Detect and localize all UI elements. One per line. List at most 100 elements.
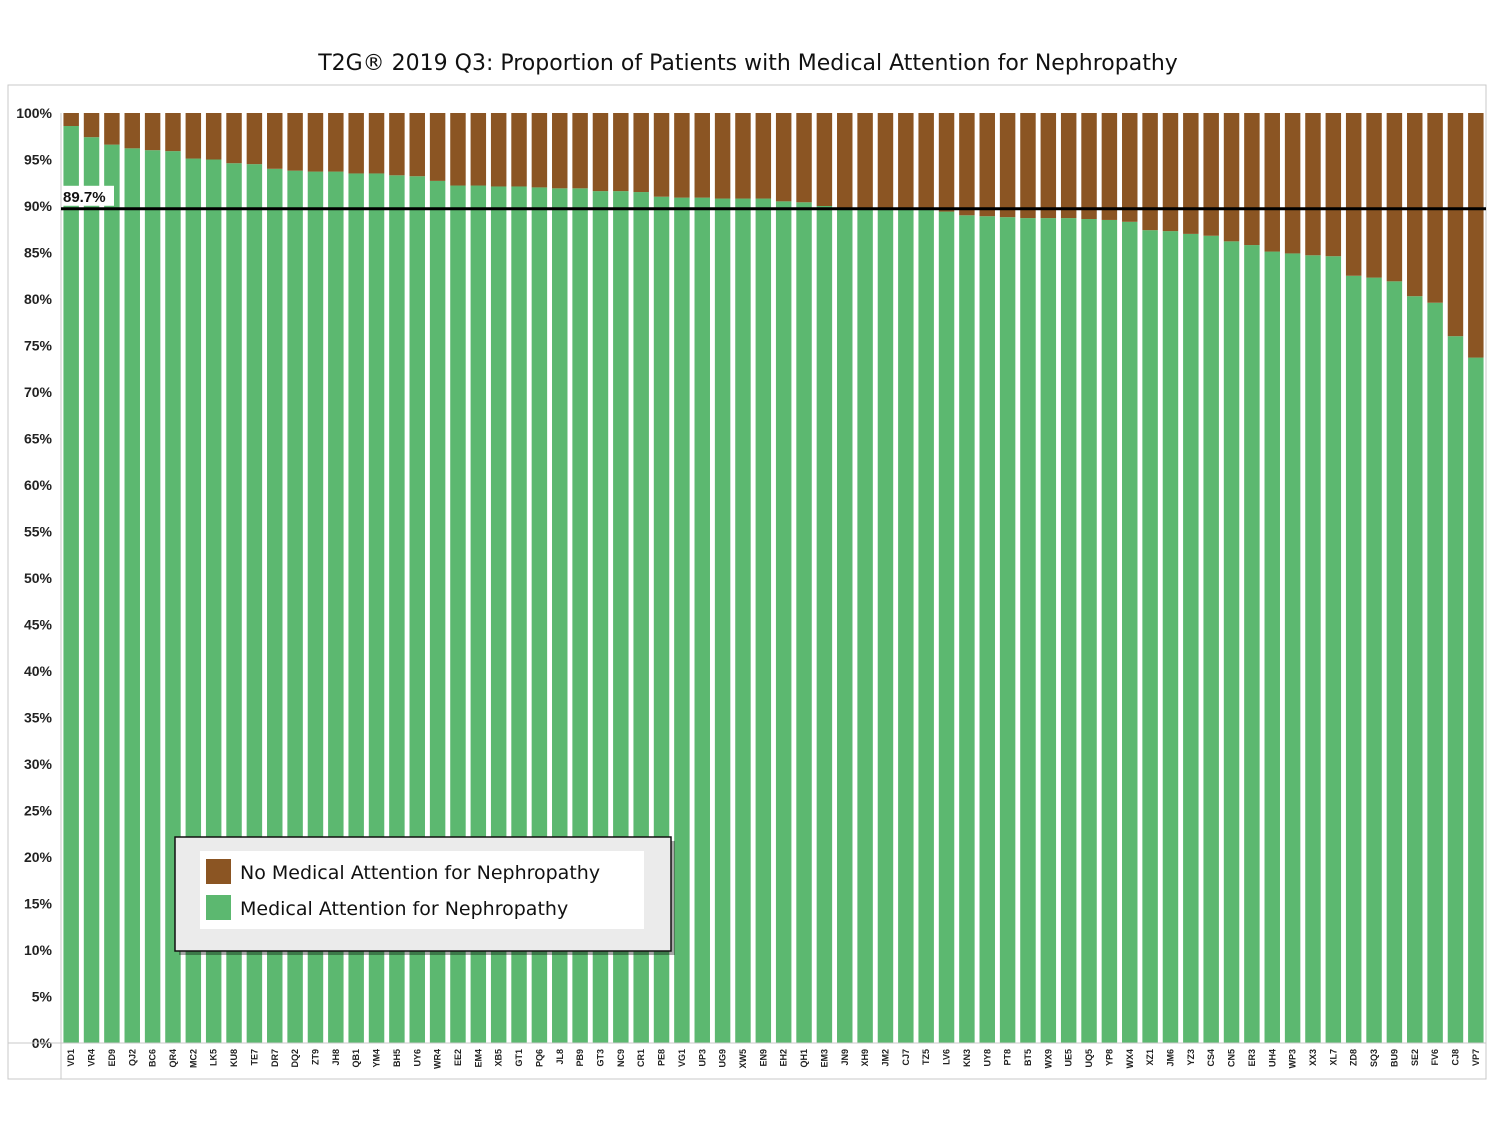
bar-medical-attention [1101,219,1118,1043]
y-tick-label: 30% [24,756,53,772]
bar-medical-attention [429,180,446,1043]
bar-no-medical-attention [429,113,446,181]
x-tick-label: KN3 [962,1049,972,1067]
bar-medical-attention [592,191,609,1043]
bar-no-medical-attention [267,113,283,169]
bar-medical-attention [775,201,792,1044]
bar-medical-attention [307,171,324,1044]
bar-no-medical-attention [1325,113,1342,257]
x-tick-label: DQ2 [290,1049,300,1068]
bar-medical-attention [1325,256,1342,1044]
bar-no-medical-attention [63,113,79,127]
y-tick-label: 15% [24,896,53,912]
bar-no-medical-attention [1386,113,1403,282]
bar-no-medical-attention [796,113,812,203]
x-tick-label: UP3 [697,1049,707,1067]
bar-no-medical-attention [613,113,629,192]
x-tick-label: NC9 [616,1049,626,1067]
x-tick-label: WX9 [1043,1049,1053,1069]
bar-no-medical-attention [1468,113,1484,358]
bar-no-medical-attention [694,113,710,198]
x-tick-label: WR4 [433,1049,443,1069]
bar-medical-attention [246,164,263,1043]
bar-no-medical-attention [1284,113,1301,254]
bar-no-medical-attention [735,113,751,199]
bar-medical-attention [714,198,731,1043]
y-tick-label: 35% [24,710,53,726]
x-tick-label: FV6 [1430,1049,1440,1066]
bar-no-medical-attention [1040,113,1057,219]
x-tick-label: UY6 [412,1049,422,1067]
bar-no-medical-attention [531,113,548,188]
x-tick-label: PB9 [575,1049,585,1067]
x-tick-label: BT5 [1023,1049,1033,1066]
bar-no-medical-attention [307,113,324,172]
bar-medical-attention [1345,275,1362,1043]
bar-medical-attention [348,173,364,1043]
bar-no-medical-attention [1244,113,1260,246]
bar-no-medical-attention [755,113,772,199]
x-tick-label: JN9 [840,1049,850,1066]
bar-no-medical-attention [450,113,466,186]
x-tick-label: QH1 [799,1049,809,1068]
x-tick-label: LK5 [209,1049,219,1066]
bar-no-medical-attention [1020,113,1036,219]
legend-label: Medical Attention for Nephropathy [240,898,568,920]
x-tick-label: ED9 [107,1049,117,1067]
bar-no-medical-attention [104,113,120,145]
bar-medical-attention [877,208,894,1044]
bar-medical-attention [816,206,833,1043]
x-tick-label: ZD8 [1349,1049,1359,1066]
bar-no-medical-attention [368,113,385,174]
bar-medical-attention [959,215,975,1044]
x-tick-label: XW5 [738,1049,748,1069]
bars [63,113,1484,1044]
bar-no-medical-attention [918,113,934,210]
x-tick-label: UQ5 [1084,1049,1094,1068]
bar-no-medical-attention [1447,113,1464,337]
bar-no-medical-attention [205,113,222,160]
bar-medical-attention [1407,296,1423,1044]
bar-medical-attention [1447,336,1464,1043]
bar-medical-attention [918,209,934,1044]
x-tick-label: EE2 [453,1049,463,1066]
x-tick-label: BH5 [392,1049,402,1067]
bar-no-medical-attention [572,113,588,189]
reference-label-bg [62,185,114,206]
legend-swatch [206,859,231,884]
bar-no-medical-attention [1264,113,1280,252]
x-tick-label: SE2 [1410,1049,1420,1066]
x-tick-label: YM4 [372,1049,382,1068]
bar-no-medical-attention [124,113,140,149]
x-tick-label: JM6 [1165,1049,1175,1067]
chart-frame [7,84,1487,1080]
y-tick-label: 75% [24,338,53,354]
x-tick-label: JM2 [880,1049,890,1067]
bar-no-medical-attention [592,113,609,192]
x-tick-label: CN5 [1227,1049,1237,1067]
reference-line-label: 89.7% [63,189,106,206]
bar-medical-attention [1142,230,1158,1043]
x-tick-label: EM3 [819,1049,829,1068]
bar-medical-attention [653,196,670,1043]
bar-medical-attention [124,148,140,1044]
bar-medical-attention [165,151,181,1043]
legend: No Medical Attention for Nephropathy Medi… [174,836,675,955]
bar-no-medical-attention [898,113,914,209]
bar-no-medical-attention [490,113,507,187]
bar-medical-attention [450,185,466,1044]
x-tick-label: XH9 [860,1049,870,1067]
bar-no-medical-attention [511,113,527,187]
bar-no-medical-attention [185,113,202,159]
bar-medical-attention [1386,281,1403,1044]
bar-medical-attention [531,187,548,1043]
bar-medical-attention [1020,218,1036,1044]
bar-medical-attention [328,171,344,1044]
x-tick-label: VP7 [1471,1049,1481,1066]
bar-medical-attention [389,175,405,1043]
legend-inner [200,851,644,929]
x-tick-label: ZT9 [310,1049,320,1065]
bar-medical-attention [613,191,629,1043]
legend-label: No Medical Attention for Nephropathy [240,862,600,884]
